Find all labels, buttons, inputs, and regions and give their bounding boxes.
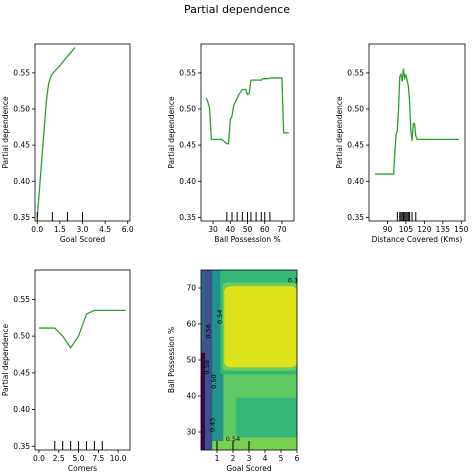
x-tick-label: 6.0 (122, 225, 134, 234)
y-tick-label: 0.55 (179, 68, 196, 77)
y-tick-label: 0.50 (13, 332, 30, 341)
y-axis-label: Partial dependence (335, 96, 344, 169)
x-tick-label: 2.5 (53, 454, 65, 463)
y-tick-label: 0.35 (13, 213, 30, 222)
y-tick-label: 30 (186, 428, 196, 437)
y-axis-label: Partial dependence (1, 96, 10, 169)
x-tick-label: 135 (436, 225, 451, 234)
x-axis-label: Distance Covered (Kms) (372, 235, 463, 244)
contour-label: 0.45 (209, 418, 217, 432)
y-tick-label: 40 (186, 392, 196, 401)
x-tick-label: 2 (231, 454, 236, 463)
y-tick-label: 0.50 (13, 105, 30, 114)
x-tick-label: 0.0 (31, 225, 43, 234)
y-tick-label: 60 (186, 320, 196, 329)
contour-region (212, 441, 237, 450)
x-tick-label: 120 (417, 225, 432, 234)
x-tick-label: 105 (399, 225, 414, 234)
x-tick-label: 1 (215, 454, 220, 463)
y-tick-label: 0.40 (13, 177, 30, 186)
x-axis-label: Corners (68, 464, 97, 473)
subplot-frame (368, 43, 466, 222)
contour-region (201, 352, 205, 450)
y-tick-label: 0.40 (13, 405, 30, 414)
series-line (205, 77, 289, 145)
x-tick-label: 6 (295, 454, 300, 463)
x-tick-label: 50 (243, 225, 253, 234)
x-tick-label: 4.5 (99, 225, 111, 234)
contour-label: 0.58 (203, 360, 211, 374)
y-axis-label: Ball Possession % (167, 327, 176, 393)
subplot-frame (34, 43, 131, 222)
y-tick-label: 0.55 (13, 295, 30, 304)
subplot-distance-covered: 90 105 120 135 150 0.35 0.40 0.45 0.50 0.55 Dista… (335, 43, 469, 244)
x-tick-label: 60 (260, 225, 270, 234)
y-axis-label: Partial dependence (1, 323, 10, 396)
y-tick-label: 0.45 (179, 141, 196, 150)
y-tick-label: 0.35 (179, 213, 196, 222)
contour-label: 0.50 (210, 374, 218, 388)
x-tick-label: 90 (383, 225, 393, 234)
x-tick-label: 10.0 (110, 454, 127, 463)
x-tick-label: 4 (263, 454, 268, 463)
y-tick-label: 0.40 (179, 177, 196, 186)
y-tick-label: 0.45 (13, 368, 30, 377)
contour-region (201, 270, 205, 342)
contour-label: 0.54 (226, 435, 240, 443)
x-tick-label: 70 (277, 225, 287, 234)
y-tick-label: 0.35 (347, 213, 364, 222)
series-line (38, 309, 127, 350)
x-tick-label: 5.0 (73, 454, 85, 463)
subplot-frame (200, 43, 295, 222)
subplot-corners: 0.0 2.5 5.0 7.5 10.0 0.35 0.40 0.45 0.50 0.55 Cor… (1, 269, 131, 473)
x-tick-label: 3 (247, 454, 252, 463)
series-line (36, 47, 76, 218)
y-tick-label: 0.35 (13, 442, 30, 451)
x-tick-label: 5 (279, 454, 284, 463)
x-axis-label: Goal Scored (226, 464, 271, 473)
x-tick-label: 3.0 (77, 225, 89, 234)
subplot-goal-scored: 0.0 1.5 3.0 4.5 6.0 0.35 0.40 0.45 0.50 0.55 Goal… (1, 43, 134, 244)
contour-region (224, 286, 297, 368)
figure-title: Partial dependence (184, 3, 290, 16)
y-tick-label: 0.45 (347, 141, 364, 150)
contour-region (236, 437, 297, 450)
y-tick-label: 70 (186, 284, 196, 293)
series-line (375, 68, 459, 175)
y-axis-label: Partial dependence (167, 96, 176, 169)
contour-region (201, 270, 213, 450)
y-tick-label: 0.50 (179, 105, 196, 114)
y-tick-label: 0.55 (13, 68, 30, 77)
contour-label: 0.56 (205, 324, 213, 338)
x-axis-label: Goal Scored (60, 235, 105, 244)
x-tick-label: 30 (208, 225, 218, 234)
contour-label: 0.54 (216, 310, 224, 324)
subplot-frame (34, 269, 131, 451)
x-tick-label: 0.0 (33, 454, 45, 463)
x-axis-label: Ball Possession % (214, 235, 280, 244)
x-tick-label: 150 (454, 225, 469, 234)
contour-label: 0.1 (288, 277, 298, 285)
subplot-contour-goals-possession: 0.450.500.540.560.580.10.54 1 2 3 4 5 6304050… (167, 269, 300, 473)
x-tick-label: 7.5 (92, 454, 104, 463)
y-tick-label: 0.40 (347, 177, 364, 186)
y-tick-label: 0.45 (13, 141, 30, 150)
y-tick-label: 0.55 (347, 68, 364, 77)
y-tick-label: 0.50 (347, 105, 364, 114)
x-tick-label: 40 (226, 225, 236, 234)
x-tick-label: 1.5 (54, 225, 66, 234)
y-tick-label: 50 (186, 356, 196, 365)
subplot-ball-possession: 30 40 50 60 70 0.35 0.40 0.45 0.50 0.55 Ball Poss… (167, 43, 295, 244)
